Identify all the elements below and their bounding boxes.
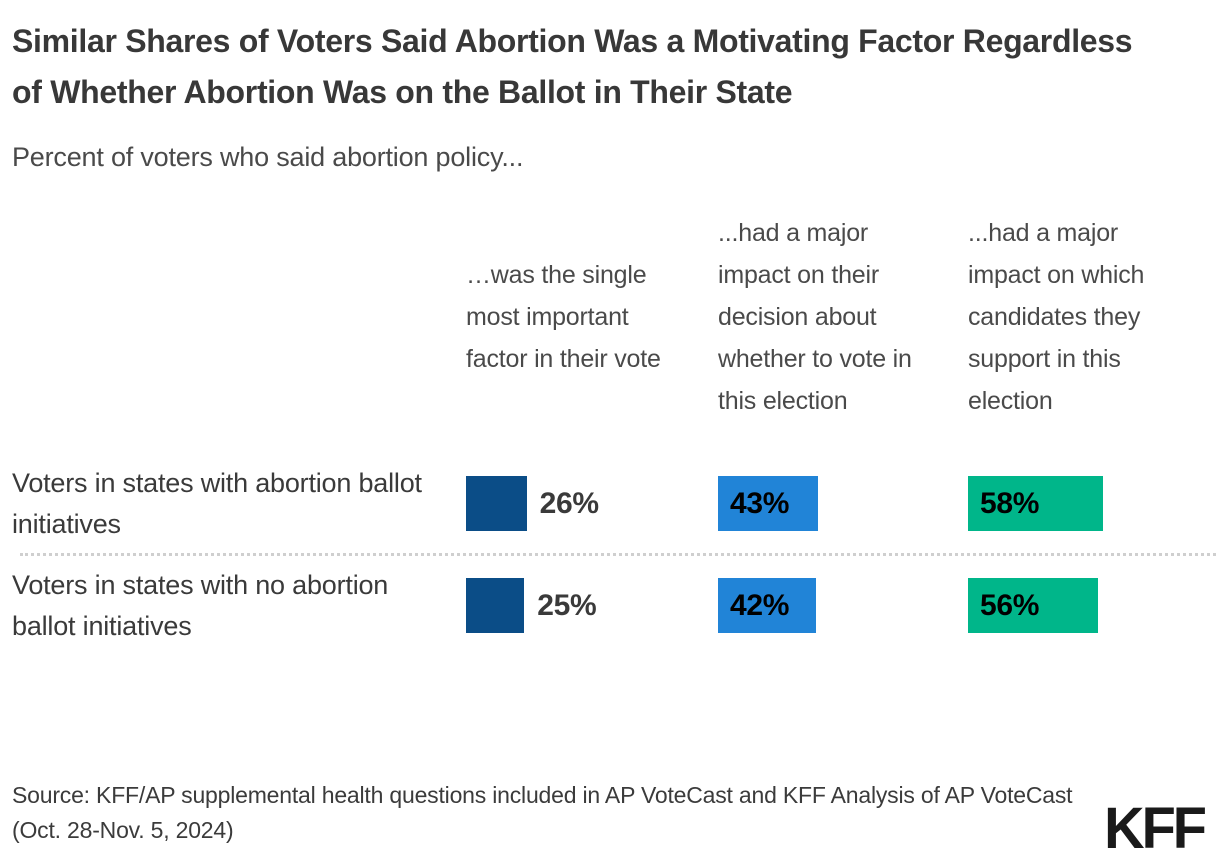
column-header-single-most-important: …was the single most important factor in… [466, 261, 661, 374]
bar-row2-impact-which-candidates: 56% [968, 578, 1099, 634]
bar-row1-single-most-important [466, 476, 527, 532]
bar-value-label: 42% [730, 588, 790, 622]
bar-value-label: 26% [539, 486, 599, 520]
chart-footer: Source: KFF/AP supplemental health quest… [12, 778, 1208, 861]
bar-value-label: 25% [537, 588, 597, 622]
bar-cell-row2-col2: 42% [718, 557, 968, 654]
chart-subtitle: Percent of voters who said abortion poli… [12, 142, 524, 173]
row-divider [20, 553, 1216, 557]
row-label-ballot-initiatives: Voters in states with abortion ballot in… [12, 467, 422, 539]
source-note: Source: KFF/AP supplemental health quest… [12, 782, 1073, 843]
bar-row2-single-most-important [466, 578, 525, 634]
bar-row1-impact-whether-to-vote: 43% [718, 476, 819, 532]
column-header-impact-whether-to-vote: ...had a major impact on their decision … [718, 219, 912, 416]
bar-value-label: 43% [730, 486, 790, 520]
bar-cell-row2-col3: 56% [968, 557, 1220, 654]
bar-chart-table: …was the single most important factor in… [12, 179, 1216, 654]
bar-row2-impact-whether-to-vote: 42% [718, 578, 816, 634]
bar-cell-row1-col3: 58% [968, 455, 1220, 552]
bar-value-label: 58% [980, 486, 1040, 520]
chart-title: Similar Shares of Voters Said Abortion W… [12, 23, 1133, 111]
bar-cell-row2-col1: 25% [466, 557, 718, 654]
bar-row1-impact-which-candidates: 58% [968, 476, 1104, 532]
column-header-impact-which-candidates: ...had a major impact on which candidate… [968, 219, 1145, 416]
kff-logo: KFF [1104, 794, 1207, 861]
bar-cell-row1-col1: 26% [466, 455, 718, 552]
row-label-no-ballot-initiatives: Voters in states with no abortion ballot… [12, 569, 389, 641]
bar-cell-row1-col2: 43% [718, 455, 968, 552]
bar-value-label: 56% [980, 588, 1040, 622]
header-spacer [12, 179, 466, 455]
